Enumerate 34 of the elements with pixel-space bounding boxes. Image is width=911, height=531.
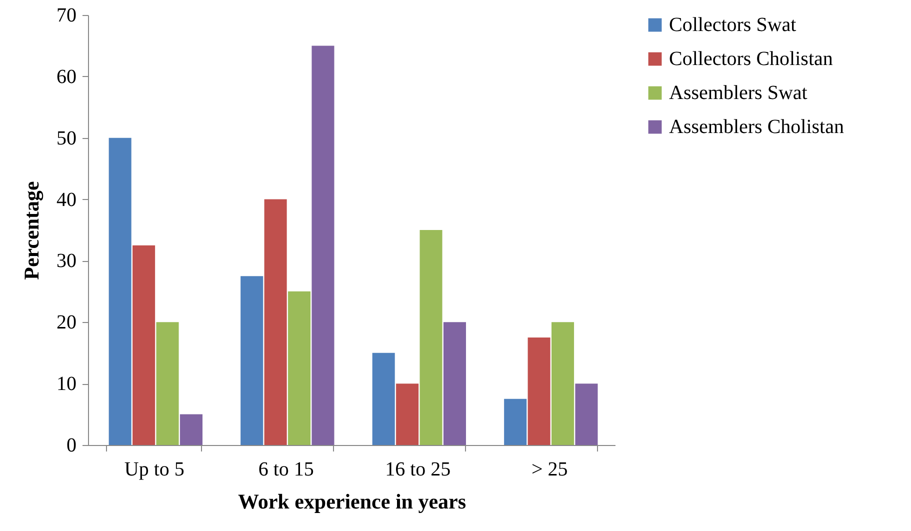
bar (108, 138, 132, 445)
bar (528, 338, 550, 445)
x-tick-label: > 25 (531, 458, 568, 480)
y-tick-label: 30 (56, 250, 76, 272)
y-tick-label: 0 (66, 434, 76, 456)
bar (575, 384, 598, 445)
legend-label: Collectors Cholistan (669, 48, 833, 70)
legend-label: Assemblers Cholistan (669, 116, 844, 138)
bar (132, 245, 156, 445)
x-tick-label: 16 to 25 (385, 458, 451, 480)
bar (288, 291, 311, 445)
bar (551, 322, 574, 445)
bar (396, 384, 419, 445)
y-axis-title: Percentage (20, 181, 44, 280)
y-tick-label: 50 (56, 127, 76, 150)
y-tick-label: 10 (56, 373, 76, 396)
bar (372, 352, 395, 445)
bar (240, 276, 264, 445)
y-tick-label: 70 (56, 4, 76, 26)
bar (264, 199, 287, 445)
bar (180, 414, 202, 445)
y-tick-label: 60 (56, 66, 76, 88)
y-tick-label: 20 (56, 312, 76, 334)
x-axis-title: Work experience in years (238, 490, 466, 514)
bar (504, 398, 527, 445)
x-tick-label: Up to 5 (124, 458, 184, 480)
bar (156, 322, 179, 445)
bar (443, 322, 466, 445)
y-tick-label: 40 (56, 188, 76, 211)
x-tick-label: 6 to 15 (258, 458, 314, 480)
bar (420, 230, 442, 445)
legend-label: Collectors Swat (669, 14, 797, 36)
legend-label: Assemblers Swat (669, 82, 808, 104)
bar (312, 46, 334, 445)
